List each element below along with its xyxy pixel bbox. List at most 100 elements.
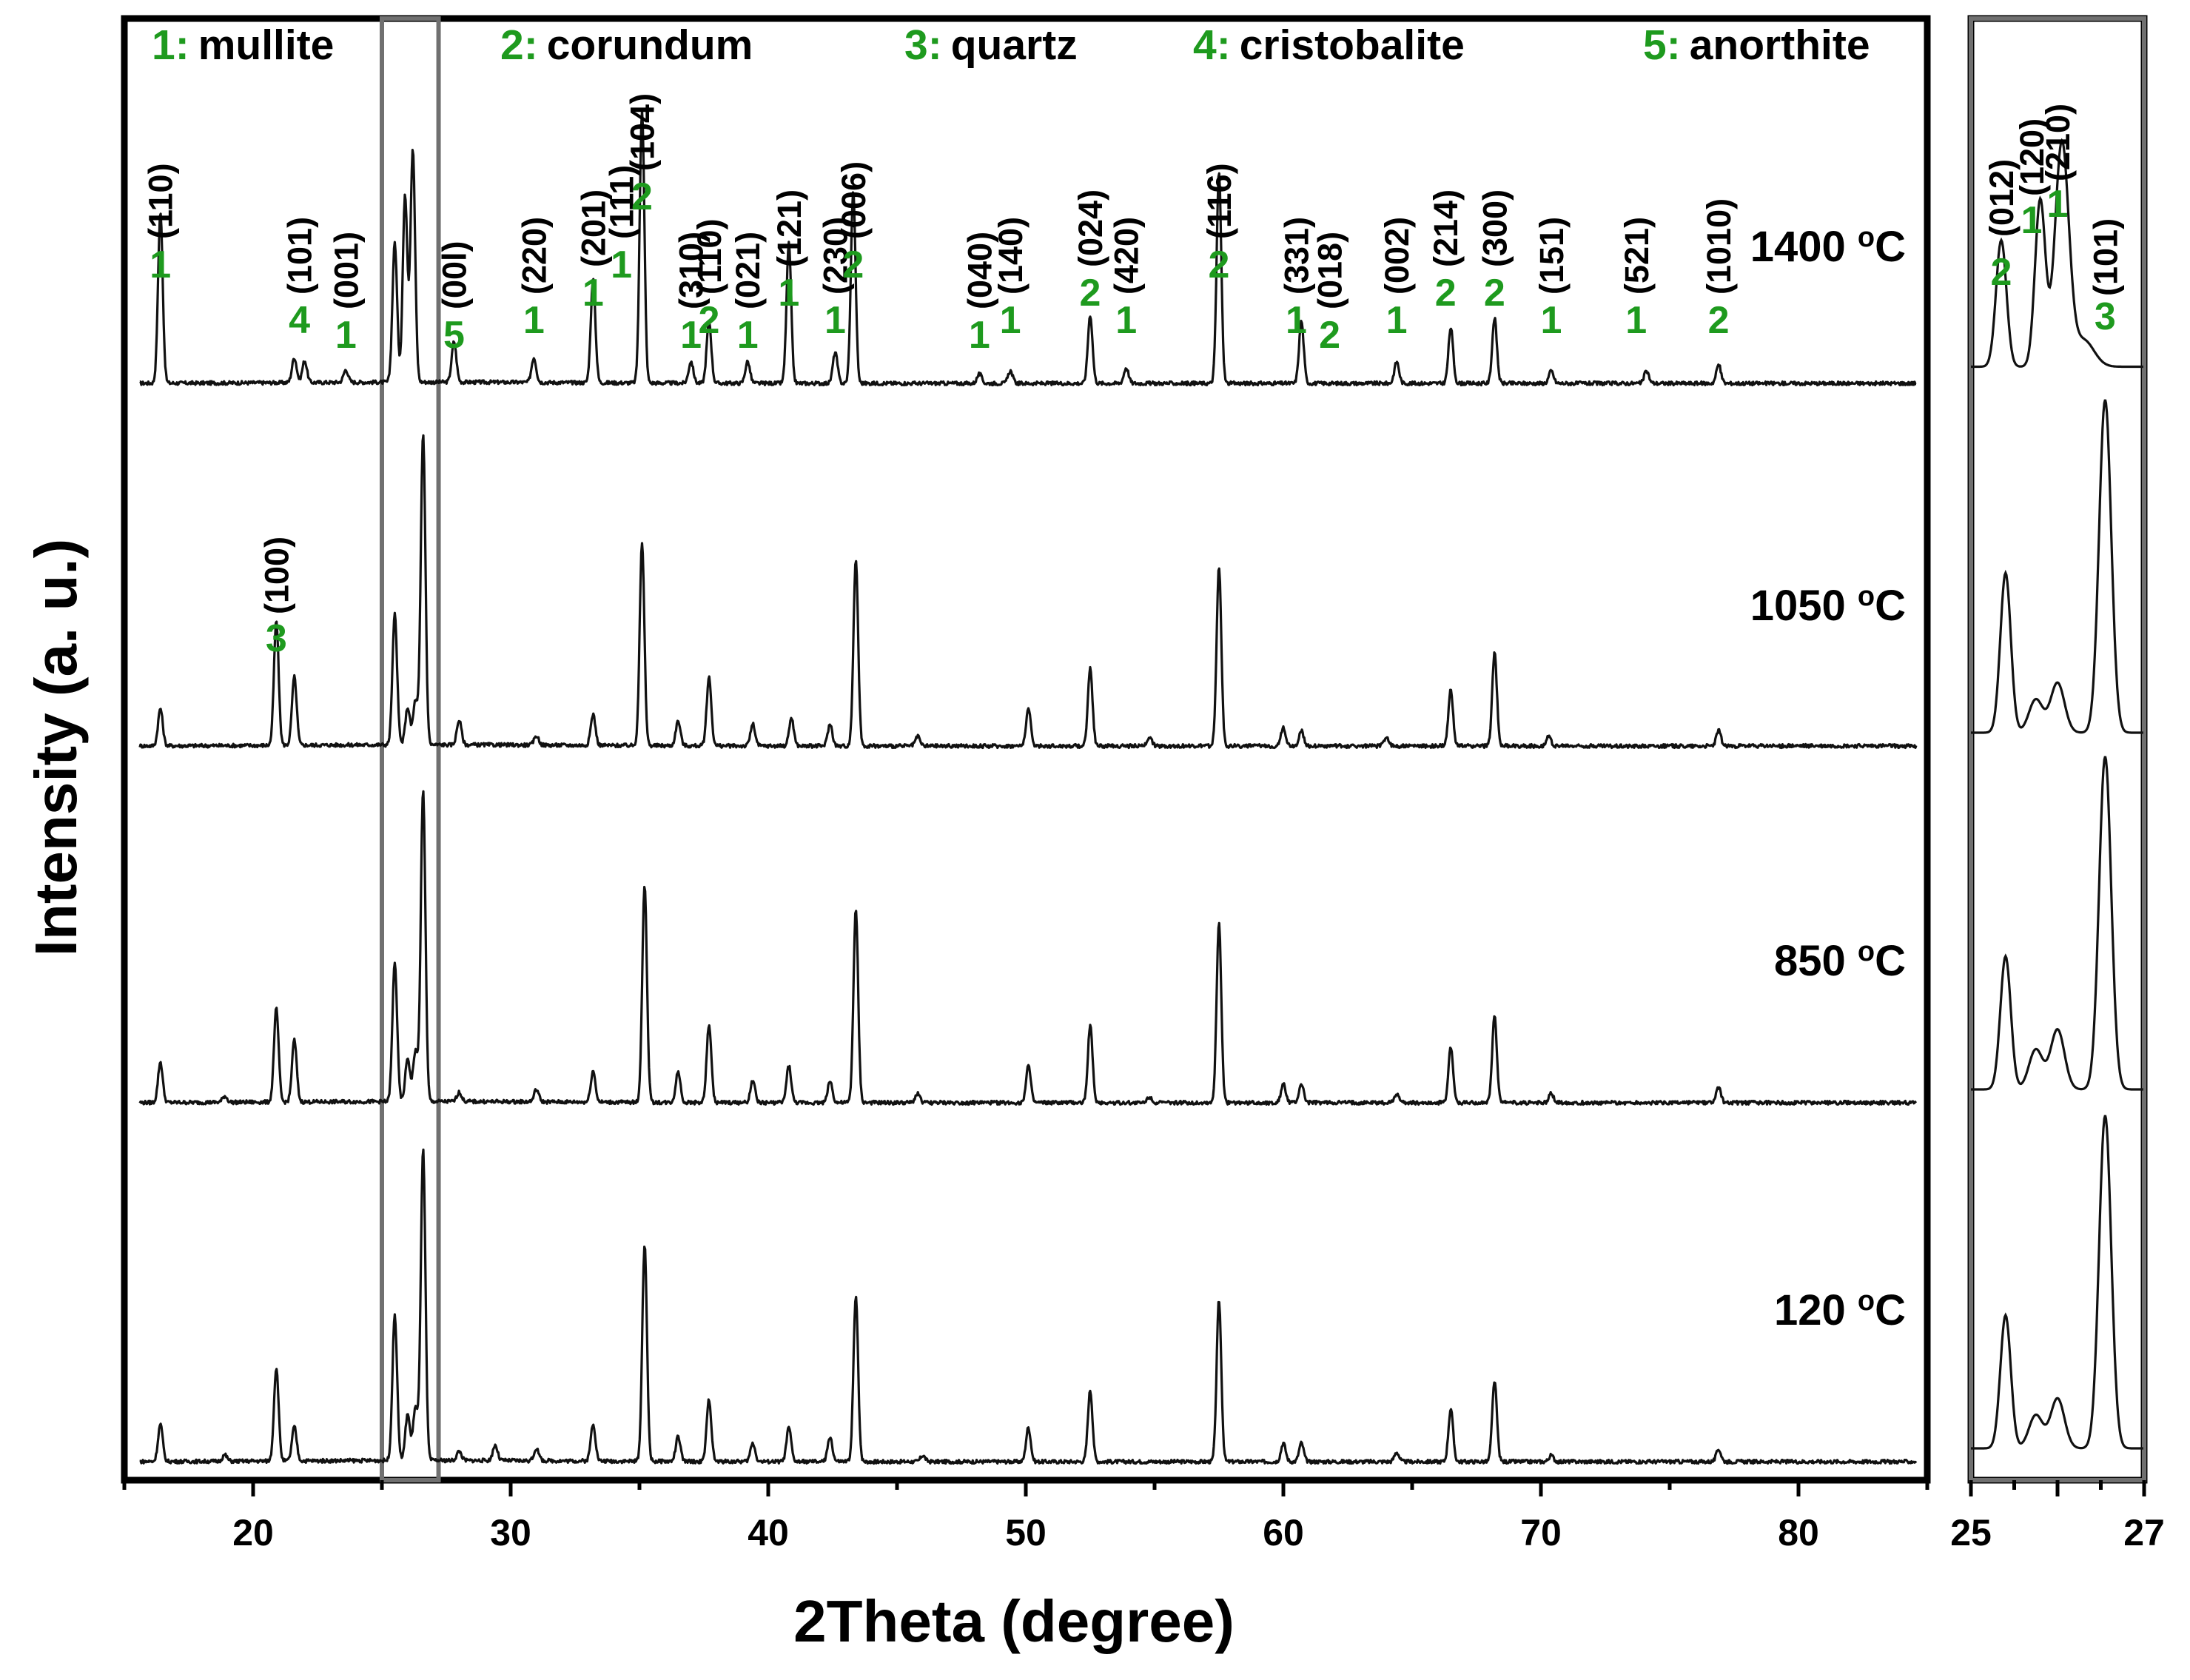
peak-hkl-label-4: (220) (515, 217, 553, 295)
peak-phase-label-10: 1 (737, 314, 759, 357)
trace-3 (139, 1148, 1918, 1465)
inset-phase-label-2: 1 (2047, 183, 2069, 226)
phase-legend: 1: mullite 2: corundum 3: quartz 4: cristoba… (152, 21, 1870, 69)
peak-phase-label-21: 1 (1386, 299, 1408, 342)
peak-hkl-label-1: (101) (281, 217, 319, 295)
peak-phase-label-6: 1 (611, 243, 632, 286)
peak-hkl-label-23: (300) (1476, 189, 1514, 267)
inset-trace-3 (1971, 1115, 2143, 1450)
peak-phase-label-16: 2 (1080, 272, 1101, 315)
peak-phase-label-15: 1 (1000, 299, 1021, 342)
peak-phase-label-2: 1 (335, 314, 357, 357)
inset-peak-annotations: 2(012) 1(120)1(210)3(101) (1983, 104, 2124, 338)
temp-label-2: 850 oC (1774, 936, 1906, 985)
main-x-axis: 20 30 40 50 60 70 80 (122, 1480, 1929, 1553)
peak-phase-label-4: 1 (523, 299, 545, 342)
inset-phase-label-0: 2 (1990, 251, 2012, 294)
x-tick-label-60: 60 (1263, 1512, 1304, 1553)
peak-hkl-label-20: (018) (1311, 232, 1349, 309)
peak-phase-label-5: 1 (582, 272, 604, 315)
peak-phase-label-12: 1 (824, 299, 846, 342)
peak-hkl-label-13: (006) (835, 161, 873, 239)
peak-hkl-label-24: (151) (1533, 217, 1571, 295)
inset-trace-1 (1971, 399, 2143, 734)
x-tick-label-30: 30 (490, 1512, 531, 1553)
peak-hkl-label-22: (214) (1427, 189, 1465, 267)
peak-hkl-label-14: (040) (961, 232, 998, 309)
x-tick-label-50: 50 (1005, 1512, 1047, 1553)
legend-item-anorthite: 5: anorthite (1643, 21, 1870, 69)
peak-hkl-label-19: (331) (1277, 217, 1315, 295)
legend-item-cristobalite: 4: cristobalite (1193, 21, 1465, 69)
trace-group (138, 110, 1918, 1465)
legend-item-quartz: 3: quartz (904, 21, 1078, 69)
x-tick-label-80: 80 (1778, 1512, 1819, 1553)
peak-hkl-label-17: (420) (1108, 217, 1146, 295)
inset-phase-label-1: 1 (2021, 199, 2042, 242)
peak-hkl-label-0: (110) (142, 163, 180, 239)
peak-hkl-label-6: (111) (603, 165, 641, 239)
peak-hkl-label-26: (1010) (1700, 198, 1738, 295)
x-tick-label-40: 40 (748, 1512, 789, 1553)
peak-hkl-label-12: (230) (816, 217, 854, 295)
peak-phase-label-24: 1 (1540, 299, 1562, 342)
temperature-labels: 1400 oC 1050 oC 850 oC 120 oC (1750, 222, 1906, 1334)
peak-phase-label-9: 2 (698, 299, 719, 342)
x-tick-label-20: 20 (232, 1512, 274, 1553)
peak-phase-label-19: 1 (1286, 299, 1307, 342)
peak-hkl-label-10: (021) (729, 232, 767, 309)
peak-hkl-label-18: (116) (1200, 163, 1238, 239)
peak-hkl-label-27: (100) (258, 537, 295, 614)
peak-hkl-label-2: (001) (327, 232, 365, 309)
peak-phase-label-18: 2 (1209, 243, 1230, 286)
peak-phase-label-7: 2 (631, 175, 653, 218)
peak-hkl-label-8: (310) (673, 232, 711, 309)
peak-hkl-label-3: (00l) (435, 241, 473, 309)
peak-phase-label-17: 1 (1115, 299, 1137, 342)
peak-phase-label-20: 2 (1319, 314, 1340, 357)
inset-x-tick-label-25: 25 (1950, 1512, 1992, 1553)
x-axis-label: 2Theta (degree) (793, 1588, 1235, 1654)
legend-item-corundum: 2: corundum (500, 21, 753, 69)
peak-phase-label-1: 4 (289, 299, 310, 342)
inset-x-axis: 25 27 (1950, 1480, 2165, 1553)
peak-phase-label-8: 1 (680, 314, 702, 357)
legend-item-mullite: 1: mullite (152, 21, 334, 69)
peak-hkl-label-15: (140) (992, 217, 1029, 295)
trace-1 (138, 434, 1918, 750)
inset-hkl-label-3: (101) (2086, 218, 2124, 296)
peak-hkl-label-11: (121) (770, 189, 808, 267)
inset-x-tick-label-27: 27 (2123, 1512, 2165, 1553)
zoom-region-box (380, 16, 441, 1482)
peak-phase-label-3: 5 (443, 314, 465, 357)
inset-trace-group (1971, 138, 2143, 1450)
trace-0 (139, 110, 1917, 387)
x-tick-label-70: 70 (1520, 1512, 1562, 1553)
peak-phase-label-22: 2 (1435, 272, 1457, 315)
peak-hkl-label-9: (110) (691, 218, 728, 295)
temp-label-0: 1400 oC (1750, 222, 1906, 271)
inset-hkl-label-1: (120) (2013, 118, 2051, 196)
peak-phase-label-0: 1 (150, 243, 171, 286)
peak-hkl-label-16: (024) (1072, 189, 1109, 267)
peak-phase-label-14: 1 (969, 314, 990, 357)
peak-phase-label-27: 3 (266, 617, 287, 660)
peak-hkl-label-7: (104) (623, 93, 661, 171)
y-axis-label: Intensity (a. u.) (23, 539, 89, 957)
inset-trace-0 (1971, 138, 2143, 369)
peak-phase-label-26: 2 (1708, 299, 1730, 342)
temp-label-3: 120 oC (1774, 1286, 1906, 1334)
peak-phase-label-25: 1 (1625, 299, 1647, 342)
peak-annotations: 1(110)4(101)1(001)5(00l)1(220) 1(201)1(11… (142, 93, 1738, 660)
peak-phase-label-23: 2 (1484, 272, 1505, 315)
inset-hkl-label-0: (012) (1983, 159, 2021, 237)
inset-trace-2 (1971, 756, 2143, 1091)
peak-hkl-label-5: (201) (574, 189, 612, 267)
peak-phase-label-13: 2 (842, 243, 864, 286)
inset-hkl-label-2: (210) (2039, 104, 2077, 181)
inset-phase-label-3: 3 (2095, 295, 2116, 338)
trace-2 (138, 790, 1918, 1106)
peak-phase-label-11: 1 (778, 272, 799, 315)
